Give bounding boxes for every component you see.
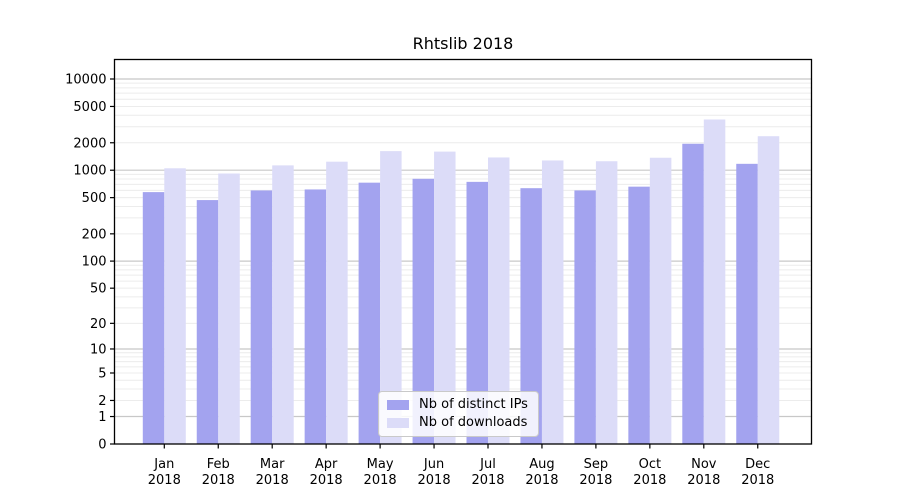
x-tick-label-year: 2018 xyxy=(471,473,504,488)
y-tick-label: 50 xyxy=(90,282,107,297)
bar-downloads-jul xyxy=(488,157,510,444)
legend-swatch-distinct-ips xyxy=(387,399,409,410)
bar-distinct-ips-may xyxy=(358,182,381,444)
bar-downloads-sep xyxy=(595,161,618,444)
y-tick-label: 20 xyxy=(90,317,107,332)
y-tick-label: 0 xyxy=(98,438,106,453)
bar-distinct-ips-jul xyxy=(466,181,488,444)
y-tick-label: 100 xyxy=(82,255,107,270)
x-tick-label-month: Apr xyxy=(315,457,338,472)
bar-downloads-jun xyxy=(434,151,456,444)
bar-distinct-ips-aug xyxy=(520,188,542,444)
bar-downloads-feb xyxy=(218,173,240,445)
y-tick-label: 2 xyxy=(98,394,106,409)
bar-downloads-nov xyxy=(703,119,726,445)
x-tick-label-year: 2018 xyxy=(364,473,397,488)
x-tick-label-year: 2018 xyxy=(148,473,181,488)
y-tick-label: 10000 xyxy=(65,72,106,87)
x-tick-label-month: Nov xyxy=(691,457,717,472)
y-tick-label: 2000 xyxy=(73,136,106,151)
x-tick-label-month: Dec xyxy=(745,457,770,472)
x-tick-label-year: 2018 xyxy=(418,473,451,488)
x-tick-label-month: Jun xyxy=(423,457,444,472)
bar-downloads-jan xyxy=(164,168,186,444)
bar-distinct-ips-apr xyxy=(304,189,327,444)
x-tick-label-month: Jul xyxy=(479,457,496,472)
x-tick-label-month: Mar xyxy=(260,457,285,472)
bar-downloads-dec xyxy=(757,136,780,444)
bar-distinct-ips-oct xyxy=(628,186,650,444)
y-tick-label: 5000 xyxy=(73,100,106,115)
x-tick-label-year: 2018 xyxy=(741,473,774,488)
chart-title: Rhtslib 2018 xyxy=(412,34,514,53)
bar-distinct-ips-dec xyxy=(736,163,758,445)
bar-downloads-aug xyxy=(541,160,564,444)
x-tick-label-year: 2018 xyxy=(202,473,235,488)
x-tick-label-year: 2018 xyxy=(256,473,289,488)
x-tick-label-year: 2018 xyxy=(633,473,666,488)
legend-swatch-downloads xyxy=(387,417,409,428)
legend-item-distinct-ips: Nb of distinct IPs xyxy=(387,397,528,412)
x-tick-label-year: 2018 xyxy=(579,473,612,488)
y-tick-label: 1000 xyxy=(73,164,106,179)
y-tick-label: 500 xyxy=(82,191,107,206)
legend-label-distinct-ips: Nb of distinct IPs xyxy=(419,397,528,412)
x-tick-label-year: 2018 xyxy=(525,473,558,488)
bar-downloads-mar xyxy=(272,165,294,445)
x-tick-label-year: 2018 xyxy=(687,473,720,488)
x-tick-label-year: 2018 xyxy=(310,473,343,488)
bar-distinct-ips-feb xyxy=(196,200,219,444)
x-tick-label-month: Oct xyxy=(639,457,661,472)
bar-downloads-apr xyxy=(326,161,348,444)
y-tick-label: 10 xyxy=(90,342,107,357)
legend-item-downloads: Nb of downloads xyxy=(387,415,528,430)
plot-frame xyxy=(113,58,813,445)
bar-distinct-ips-mar xyxy=(250,190,273,444)
x-tick-label-month: Jan xyxy=(153,457,174,472)
x-tick-label-month: May xyxy=(367,457,394,472)
bar-downloads-oct xyxy=(649,157,672,444)
y-tick-label: 1 xyxy=(98,410,106,425)
x-tick-label-month: Feb xyxy=(207,457,230,472)
bar-downloads-may xyxy=(380,151,402,444)
legend: Nb of distinct IPs Nb of downloads xyxy=(378,391,539,437)
y-tick-label: 200 xyxy=(82,227,107,242)
y-tick-label: 5 xyxy=(98,366,106,381)
bar-distinct-ips-jan xyxy=(142,192,165,444)
bar-distinct-ips-sep xyxy=(574,190,596,444)
x-tick-label-month: Sep xyxy=(584,457,609,472)
x-tick-label-month: Aug xyxy=(529,457,554,472)
bar-distinct-ips-nov xyxy=(682,143,704,444)
bar-distinct-ips-jun xyxy=(412,178,435,444)
legend-label-downloads: Nb of downloads xyxy=(419,415,528,430)
